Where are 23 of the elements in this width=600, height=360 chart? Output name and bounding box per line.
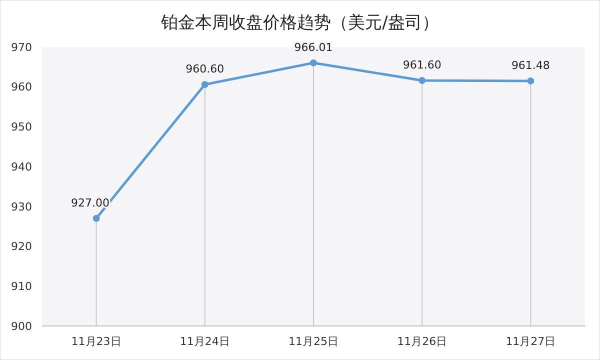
data-label: 960.60 [186, 62, 224, 76]
x-tick-label: 11月23日 [71, 335, 122, 348]
y-tick-label: 920 [11, 240, 32, 254]
point [92, 214, 100, 222]
y-tick-label: 960 [11, 80, 32, 94]
x-tick-label: 11月25日 [288, 335, 338, 348]
y-tick-label: 900 [11, 320, 32, 333]
y-tick-label: 930 [11, 200, 32, 214]
y-tick-label: 950 [11, 120, 32, 134]
point [201, 80, 208, 88]
data-label: 961.48 [511, 58, 550, 72]
data-label: 966.01 [294, 40, 333, 54]
x-tick-label: 11月26日 [397, 335, 448, 348]
point [310, 59, 317, 66]
data-label: 961.60 [402, 58, 442, 72]
point [527, 77, 534, 84]
y-tick-label: 910 [11, 280, 32, 293]
y-tick-label: 970 [11, 40, 32, 54]
y-tick-label: 940 [11, 160, 32, 174]
x-tick-label: 11月24日 [180, 335, 230, 348]
point [418, 76, 426, 84]
chart-title: 铂金本周收盘价格趋势（美元/盎司） [160, 13, 439, 33]
x-tick-label: 11月27日 [506, 335, 556, 348]
